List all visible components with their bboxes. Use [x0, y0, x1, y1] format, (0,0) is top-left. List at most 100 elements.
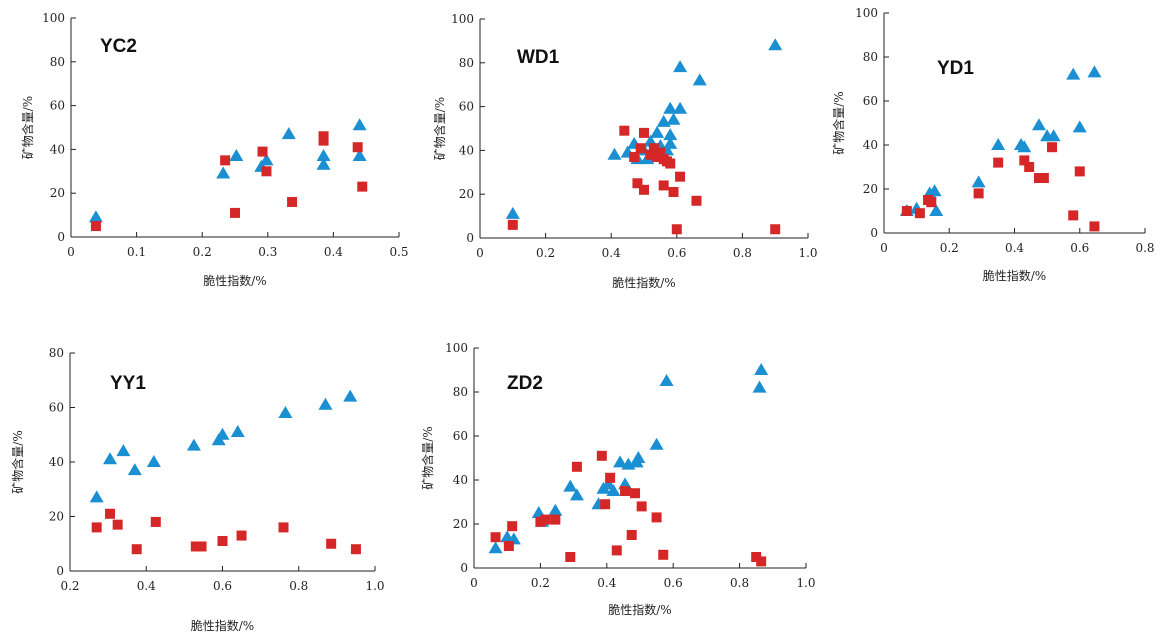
chart-4-square-point [196, 541, 207, 552]
chart-5-triangle-point [548, 503, 563, 516]
chart-2-square-point [671, 224, 682, 235]
chart-2-square-point [668, 187, 679, 198]
chart-2-square-point [770, 224, 781, 235]
chart-1-y-axis-label: 矿物含量/% [20, 96, 35, 159]
chart-3-square-point [1089, 221, 1100, 232]
chart-5-x-tick-label: 0 [470, 576, 478, 590]
chart-5-square-point [636, 501, 647, 512]
chart-1-y-tick-label: 60 [50, 99, 65, 113]
chart-3-triangle-point [1066, 67, 1081, 80]
chart-1-triangle-point [229, 148, 244, 161]
chart-4-triangle-point [230, 425, 245, 438]
chart-1-square-point [261, 166, 272, 177]
chart-2-triangle-point [663, 101, 678, 114]
chart-5-triangle-point [649, 437, 664, 450]
chart-2-triangle-point [768, 38, 783, 51]
chart-5-square-point [550, 514, 561, 525]
chart-2-square-point [635, 143, 646, 154]
chart-3-triangle-point [971, 175, 986, 188]
chart-5-x-tick-label: 0.6 [664, 576, 683, 590]
chart-2-square-point [665, 158, 676, 169]
chart-2-triangle-point [656, 114, 671, 127]
chart-5-square-point [571, 461, 582, 472]
chart-3-x-tick-label: 0.6 [1070, 241, 1089, 255]
chart-3-x-tick-label: 0.8 [1135, 241, 1154, 255]
chart-3-triangle-point [991, 138, 1006, 150]
chart-5-triangle-point [569, 488, 584, 501]
chart-1-x-tick-label: 0 [67, 245, 75, 259]
chart-2-square-point [691, 195, 702, 206]
chart-3-x-tick-label: 0.4 [1005, 241, 1024, 255]
chart-3-y-tick-label: 80 [863, 50, 878, 64]
chart-2-x-tick-label: 0 [476, 246, 484, 260]
chart-4-x-tick-label: 0.6 [213, 579, 232, 593]
chart-1-triangle-point [88, 210, 103, 223]
chart-1-triangle-point [316, 148, 331, 161]
chart-1-x-tick-label: 0.4 [324, 245, 343, 259]
chart-5-triangle-point [606, 484, 621, 496]
chart-2-square-point [629, 151, 640, 162]
chart-5-square-point [658, 549, 669, 560]
chart-5-square-point [605, 472, 616, 483]
chart-1-y-tick-label: 40 [50, 142, 65, 156]
chart-4-y-tick-label: 20 [49, 510, 64, 524]
chart-5-square-point [600, 499, 611, 510]
chart-5-square-point [596, 450, 607, 461]
chart-2-triangle-point [692, 73, 707, 86]
chart-4-triangle-point [318, 397, 333, 410]
chart-4-y-axis-label: 矿物含量/% [10, 430, 25, 493]
chart-1-square-point [230, 207, 240, 218]
chart-2-square-point [648, 143, 659, 154]
chart-5-square-point [756, 556, 767, 567]
chart-3-square-point [926, 197, 937, 208]
chart-3-square-point [901, 206, 912, 216]
chart-3-square-point [1024, 162, 1035, 172]
chart-1-triangle-point [259, 153, 274, 166]
chart-1-x-tick-label: 0.2 [193, 245, 212, 259]
chart-4-square-point [190, 541, 201, 552]
chart-5-y-tick-label: 20 [453, 517, 468, 531]
chart-5-x-tick-label: 0.8 [730, 576, 749, 590]
chart-2-x-tick-label: 0.2 [536, 246, 555, 260]
chart-5-x-tick-label: 0.4 [597, 576, 616, 590]
chart-4-triangle-point [343, 389, 358, 402]
chart-2-triangle-point [673, 101, 688, 114]
chart-3-triangle-point [1087, 65, 1102, 78]
chart-4-y-tick-label: 0 [56, 564, 64, 578]
chart-1-triangle-point [352, 148, 367, 161]
chart-1-y-tick-label: 20 [50, 186, 65, 200]
chart-1-title: YC2 [100, 36, 137, 57]
chart-2-triangle-point [505, 206, 520, 219]
chart-3-triangle-point [1046, 129, 1061, 142]
chart-2-square-point [632, 178, 643, 189]
chart-2-y-tick-label: 20 [459, 187, 474, 201]
chart-1-y-tick-label: 100 [42, 11, 65, 25]
chart-5-square-point [503, 541, 514, 551]
chart-2-square-point [639, 184, 649, 195]
chart-2-triangle-point [607, 147, 622, 160]
chart-4-square-point [326, 538, 337, 549]
chart-4-square-point [91, 522, 102, 533]
chart-3-square-point [1074, 166, 1085, 177]
chart-4-square-point [131, 544, 142, 555]
chart-1-y-tick-label: 0 [57, 230, 65, 244]
chart-3-triangle-point [1072, 120, 1087, 133]
chart-2-square-point [507, 219, 518, 230]
chart-4-triangle-point [278, 405, 293, 418]
chart-4-y-tick-label: 60 [49, 401, 64, 415]
chart-4-x-tick-label: 1.0 [365, 579, 384, 593]
chart-1-y-tick-label: 80 [50, 55, 65, 69]
chart-3-square-point [1047, 142, 1058, 153]
chart-2-x-tick-label: 1.0 [798, 246, 817, 260]
chart-3-x-tick-label: 0 [880, 241, 888, 255]
chart-2-x-tick-label: 0.4 [602, 246, 621, 260]
chart-5-triangle-point [752, 380, 767, 393]
chart-5-triangle-point [563, 479, 578, 492]
chart-3-title: YD1 [937, 58, 974, 79]
chart-2-y-tick-label: 0 [466, 231, 474, 245]
chart-5-square-point [620, 486, 631, 496]
chart-1-square-point [90, 221, 101, 232]
chart-4-square-point [236, 530, 247, 541]
chart-3-y-tick-label: 20 [863, 182, 878, 196]
